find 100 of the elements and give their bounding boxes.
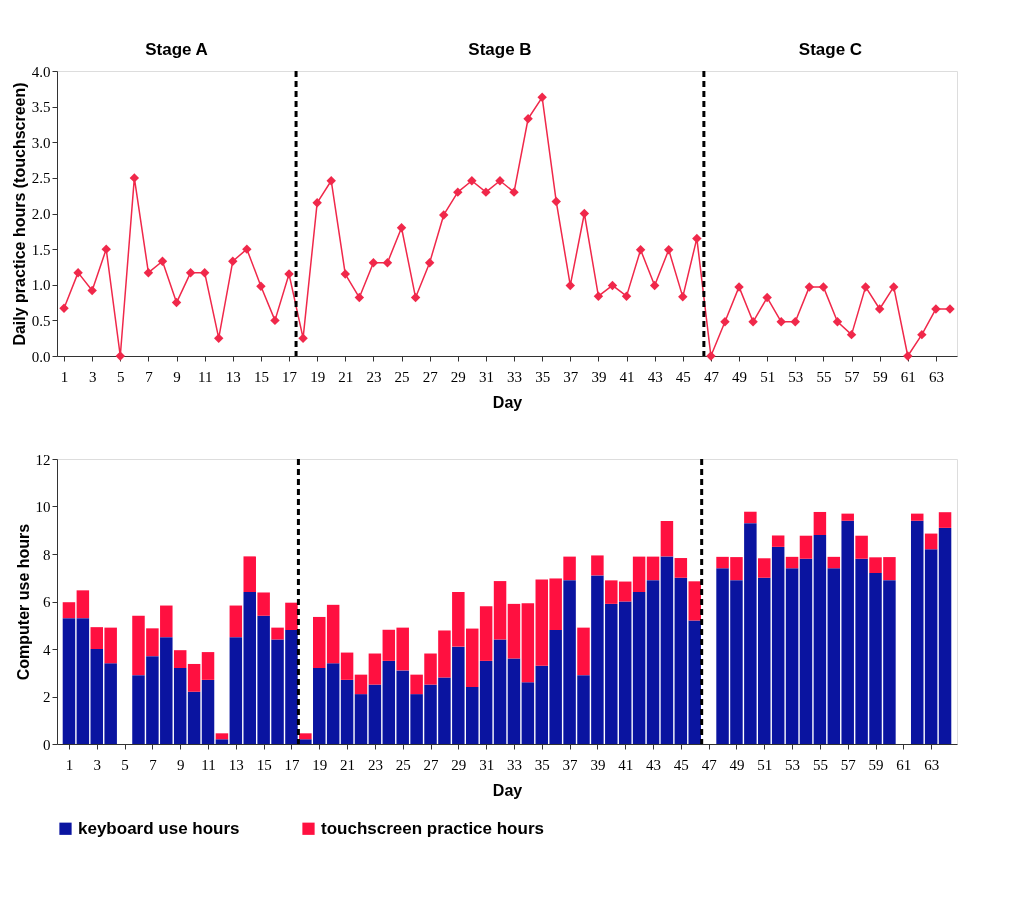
bar [785,568,799,744]
x-tick-label: 17 [284,756,300,773]
x-tick-label: 31 [478,368,494,385]
bar [813,511,827,535]
x-tick-label: 45 [675,368,691,385]
bar [938,527,952,744]
x-tick-label: 55 [812,756,828,773]
bar [910,513,924,521]
bar [507,603,521,659]
bar [229,605,243,638]
x-tick-label: 39 [591,368,607,385]
y-tick-label: 0.5 [31,312,51,329]
x-tick-label: 47 [703,368,720,385]
bar [924,533,938,550]
bar [187,663,201,692]
bar [521,682,535,744]
bar [938,512,952,528]
bar [479,606,493,661]
x-axis-title: Day [492,393,523,411]
bar [340,679,354,744]
y-axis-title: Daily practice hours (touchscreen) [10,82,28,346]
bar [688,581,701,621]
bar [674,558,688,578]
bar [521,603,535,683]
bar [215,733,229,740]
y-tick-label: 4.0 [31,63,51,80]
x-tick-label: 53 [788,368,804,385]
bar [591,555,604,576]
bar [201,652,215,680]
x-tick-label: 63 [924,756,940,773]
y-tick-label: 3.0 [31,134,51,151]
x-tick-label: 25 [395,756,411,773]
text: Stage A [145,40,208,59]
bar [62,602,76,619]
x-tick-label: 25 [394,368,410,385]
x-tick-label: 5 [121,756,129,773]
x-tick-label: 55 [816,368,832,385]
x-tick-label: 29 [450,368,466,385]
y-tick-label: 4 [43,641,51,658]
x-tick-label: 29 [451,756,467,773]
bar [799,535,813,559]
bar [62,618,76,744]
bar [354,694,368,744]
y-tick-label: 0.0 [31,348,51,365]
x-tick-label: 35 [534,756,550,773]
x-tick-label: 9 [173,368,181,385]
x-tick-label: 19 [312,756,328,773]
x-tick-label: 61 [896,756,912,773]
bar [910,520,924,744]
bar [785,556,799,569]
x-tick-label: 59 [868,756,884,773]
bar [646,580,660,744]
x-tick-label: 43 [646,756,662,773]
bar [257,592,270,616]
x-tick-label: 43 [647,368,663,385]
x-tick-label: 41 [619,368,635,385]
bar [577,627,590,676]
bar [507,658,521,744]
x-tick-label: 21 [340,756,356,773]
x-tick-label: 61 [900,368,916,385]
x-tick-label: 15 [253,368,269,385]
y-tick-label: 0 [43,736,51,753]
x-tick-label: 3 [93,756,102,773]
bar [354,674,368,695]
bar [479,660,493,744]
bar [646,556,660,581]
y-tick-label: 8 [43,546,51,563]
bar [771,535,785,547]
bar [340,652,354,680]
x-tick-label: 23 [367,756,383,773]
x-tick-label: 13 [228,756,244,773]
y-tick-label: 1.5 [31,241,51,258]
bar [215,739,229,744]
y-tick-label: 2.5 [31,170,51,187]
x-tick-label: 7 [149,756,158,773]
x-tick-label: 59 [872,368,888,385]
bar [841,513,854,521]
bar [201,679,215,744]
y-tick-label: 3.5 [31,99,51,116]
x-tick-label: 19 [310,368,326,385]
legend-label: keyboard use hours [78,818,240,838]
y-tick-label: 12 [35,451,51,468]
x-tick-label: 49 [729,756,745,773]
bar [299,733,312,740]
x-tick-label: 23 [366,368,382,385]
legend-label: touchscreen practice hours [321,818,544,838]
bar [744,511,757,524]
bar [827,556,841,569]
x-tick-label: 37 [563,368,579,385]
x-tick-label: 35 [535,368,551,385]
bar [799,558,813,744]
x-tick-label: 21 [338,368,354,385]
y-axis-title: Computer use hours [14,523,32,681]
x-tick-label: 17 [282,368,298,385]
bar [76,618,90,744]
bar [368,653,382,685]
x-tick-label: 31 [479,756,495,773]
bar [660,556,674,744]
bar [493,639,507,744]
x-tick-label: 51 [757,756,773,773]
